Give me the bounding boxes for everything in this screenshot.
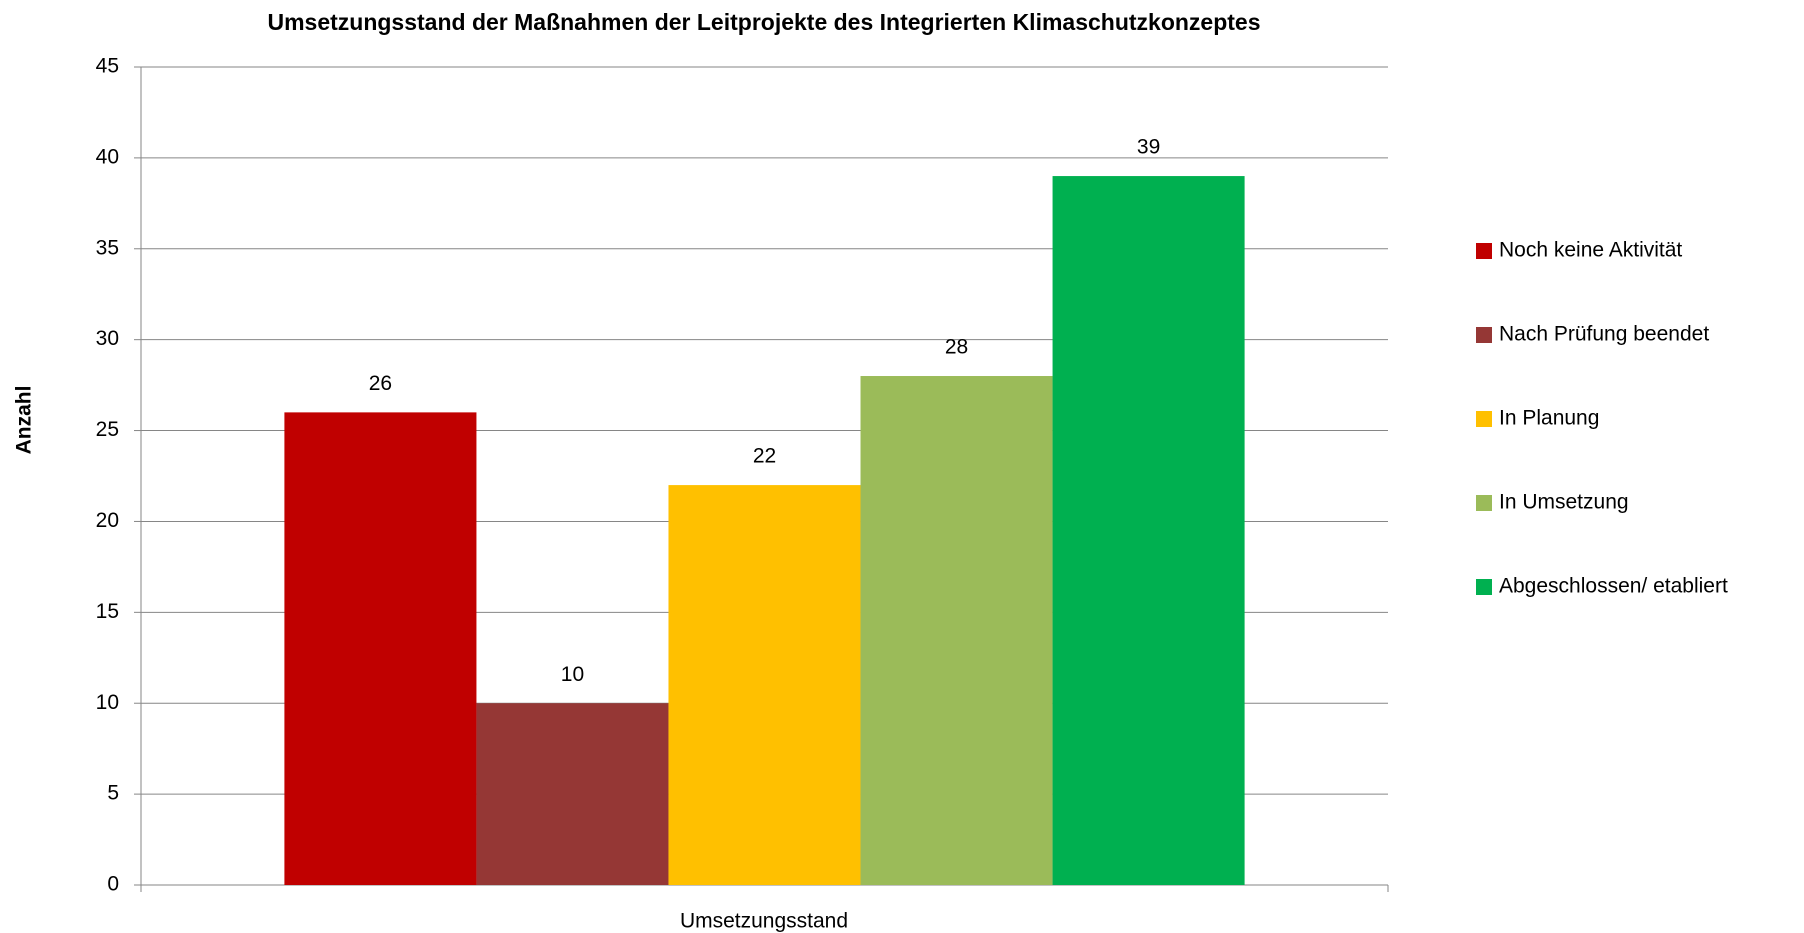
bar xyxy=(668,485,861,885)
legend-label: Noch keine Aktivität xyxy=(1499,239,1682,262)
legend-label: Abgeschlossen/ etabliert xyxy=(1499,575,1728,598)
legend-swatch xyxy=(1476,411,1492,427)
y-tick-label: 45 xyxy=(96,55,119,78)
bar xyxy=(284,412,477,885)
y-tick-label: 35 xyxy=(96,236,119,259)
legend-swatch xyxy=(1476,327,1492,343)
y-tick-label: 25 xyxy=(96,418,119,441)
legend-label: Nach Prüfung beendet xyxy=(1499,323,1709,346)
y-tick-label: 10 xyxy=(96,691,119,714)
data-label: 26 xyxy=(369,372,392,395)
legend-label: In Planung xyxy=(1499,407,1599,430)
data-label: 28 xyxy=(945,336,968,359)
y-tick-label: 0 xyxy=(107,873,119,896)
legend-swatch xyxy=(1476,243,1492,259)
data-label: 39 xyxy=(1137,136,1160,159)
chart-title: Umsetzungsstand der Maßnahmen der Leitpr… xyxy=(267,9,1260,35)
legend-label: In Umsetzung xyxy=(1499,491,1629,514)
y-tick-label: 15 xyxy=(96,600,119,623)
y-tick-label: 40 xyxy=(96,145,119,168)
bar xyxy=(476,703,669,885)
y-axis-title: Anzahl xyxy=(13,386,36,455)
data-label: 10 xyxy=(561,663,584,686)
y-tick-label: 30 xyxy=(96,327,119,350)
y-tick-label: 20 xyxy=(96,509,119,532)
y-tick-label: 5 xyxy=(107,782,119,805)
bar xyxy=(1052,176,1245,886)
x-axis-title: Umsetzungsstand xyxy=(680,910,848,933)
bar xyxy=(860,376,1053,885)
data-label: 22 xyxy=(753,445,776,468)
legend-swatch xyxy=(1476,495,1492,511)
legend-swatch xyxy=(1476,579,1492,595)
